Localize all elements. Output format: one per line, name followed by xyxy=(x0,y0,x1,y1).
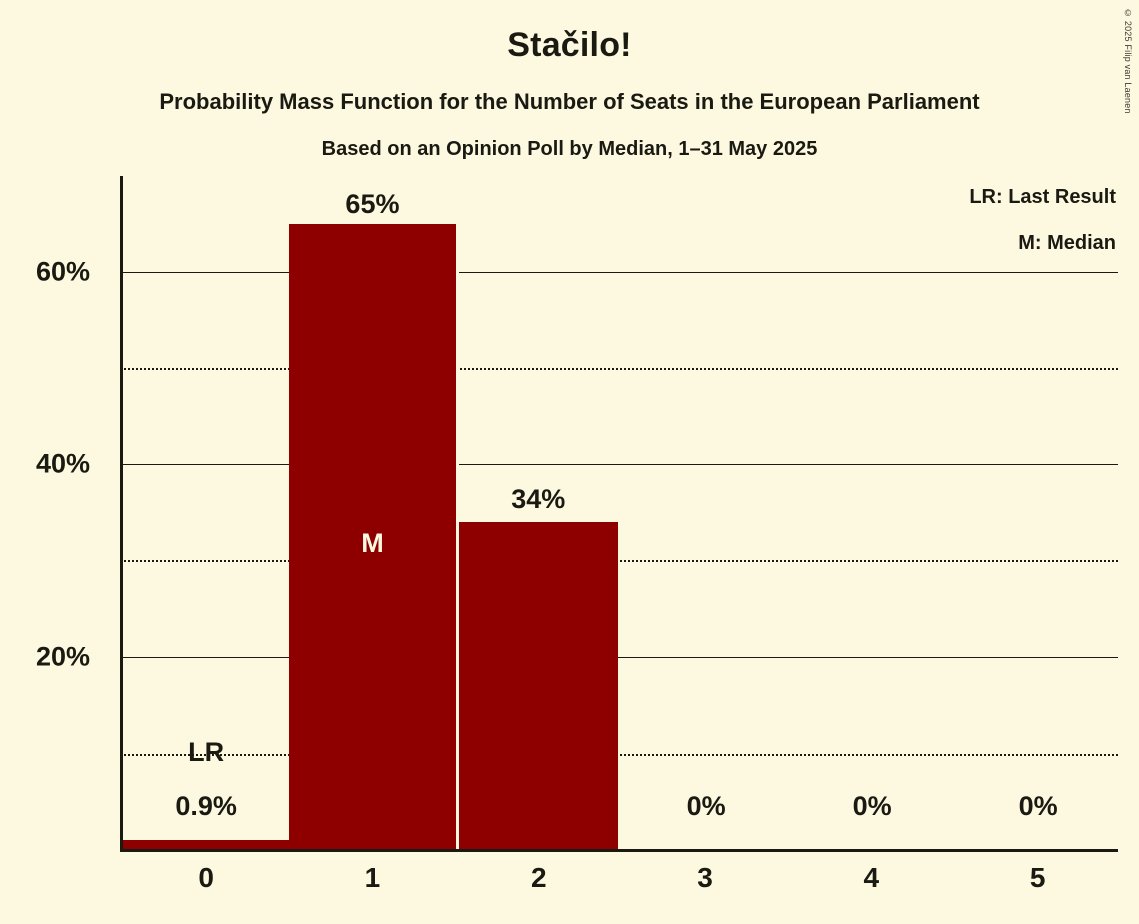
page-title: Stačilo! xyxy=(507,26,632,64)
copyright-notice: © 2025 Filip van Laenen xyxy=(1123,8,1133,114)
bar-value-2: 34% xyxy=(511,484,566,514)
marker-last-result: LR xyxy=(188,737,225,767)
bar-0[interactable] xyxy=(123,840,290,849)
legend-item-median: M: Median xyxy=(1018,232,1116,254)
x-axis-line xyxy=(120,849,1118,852)
plot-area: 20% 40% 60% LR: Last Result M: Median 0.… xyxy=(36,176,1118,893)
bar-value-3: 0% xyxy=(686,791,726,821)
y-tick-label-40: 40% xyxy=(35,448,90,479)
bar-value-5: 0% xyxy=(1018,791,1058,821)
gridline-minor-30 xyxy=(120,560,1118,563)
gridline-minor-10 xyxy=(120,753,1118,756)
legend-item-last-result: LR: Last Result xyxy=(969,186,1116,208)
x-tick-label-3: 3 xyxy=(697,862,713,893)
gridline-major-40 xyxy=(120,464,1118,466)
x-tick-label-1: 1 xyxy=(364,862,381,893)
gridline-major-20 xyxy=(120,656,1118,658)
chart-caption: Based on an Opinion Poll by Median, 1–31… xyxy=(321,138,818,160)
chart-subtitle: Probability Mass Function for the Number… xyxy=(159,89,980,114)
x-tick-label-0: 0 xyxy=(198,862,214,893)
y-axis-line xyxy=(120,176,123,849)
bar-value-1: 65% xyxy=(345,189,400,219)
bar-value-0: 0.9% xyxy=(175,791,237,821)
x-tick-label-4: 4 xyxy=(863,862,880,893)
y-tick-label-20: 20% xyxy=(35,641,90,672)
x-tick-label-5: 5 xyxy=(1029,862,1046,893)
gridline-minor-50 xyxy=(120,367,1118,370)
marker-median: M xyxy=(361,528,384,558)
bar-value-4: 0% xyxy=(852,791,892,821)
gridline-major-60 xyxy=(120,271,1118,273)
bar-2[interactable] xyxy=(458,522,618,849)
y-tick-label-60: 60% xyxy=(35,256,90,287)
bar-1[interactable] xyxy=(289,223,456,849)
bar-separator xyxy=(455,223,459,849)
x-tick-label-2: 2 xyxy=(530,862,547,893)
